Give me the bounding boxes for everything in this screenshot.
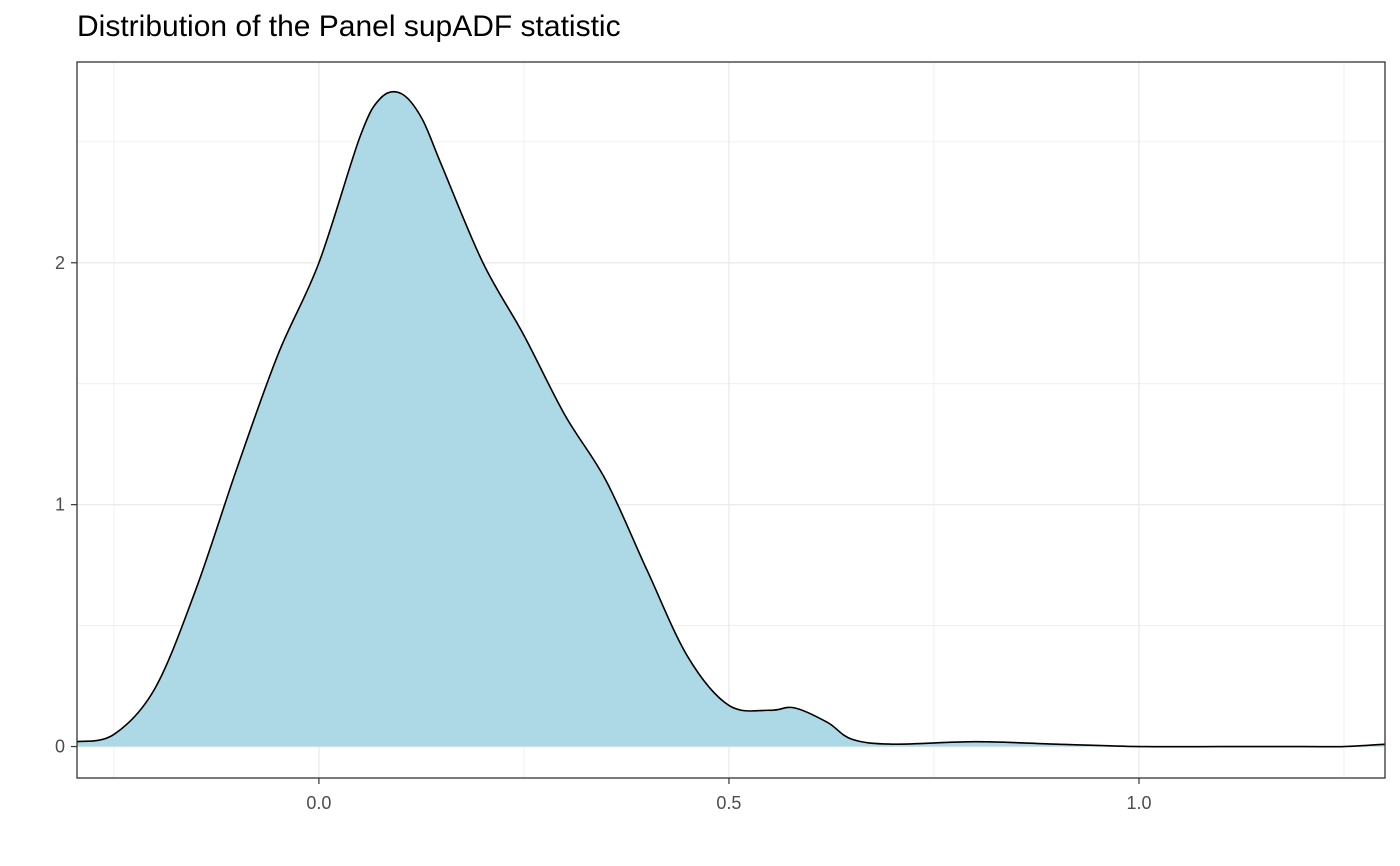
axes: 0.0 0.5 1.0 0 1 2 (55, 253, 1152, 813)
y-tick-label: 2 (55, 253, 65, 273)
y-tick-label: 0 (55, 737, 65, 757)
chart-title: Distribution of the Panel supADF statist… (77, 10, 621, 43)
x-tick-label: 1.0 (1126, 793, 1151, 813)
density-line (76, 90, 1386, 748)
plot-panel-border (76, 61, 1386, 779)
x-tick-label: 0.5 (716, 793, 741, 813)
y-tick-label: 1 (55, 495, 65, 515)
x-tick-label: 0.0 (306, 793, 331, 813)
density-series (76, 90, 1386, 748)
density-area (77, 91, 1385, 747)
